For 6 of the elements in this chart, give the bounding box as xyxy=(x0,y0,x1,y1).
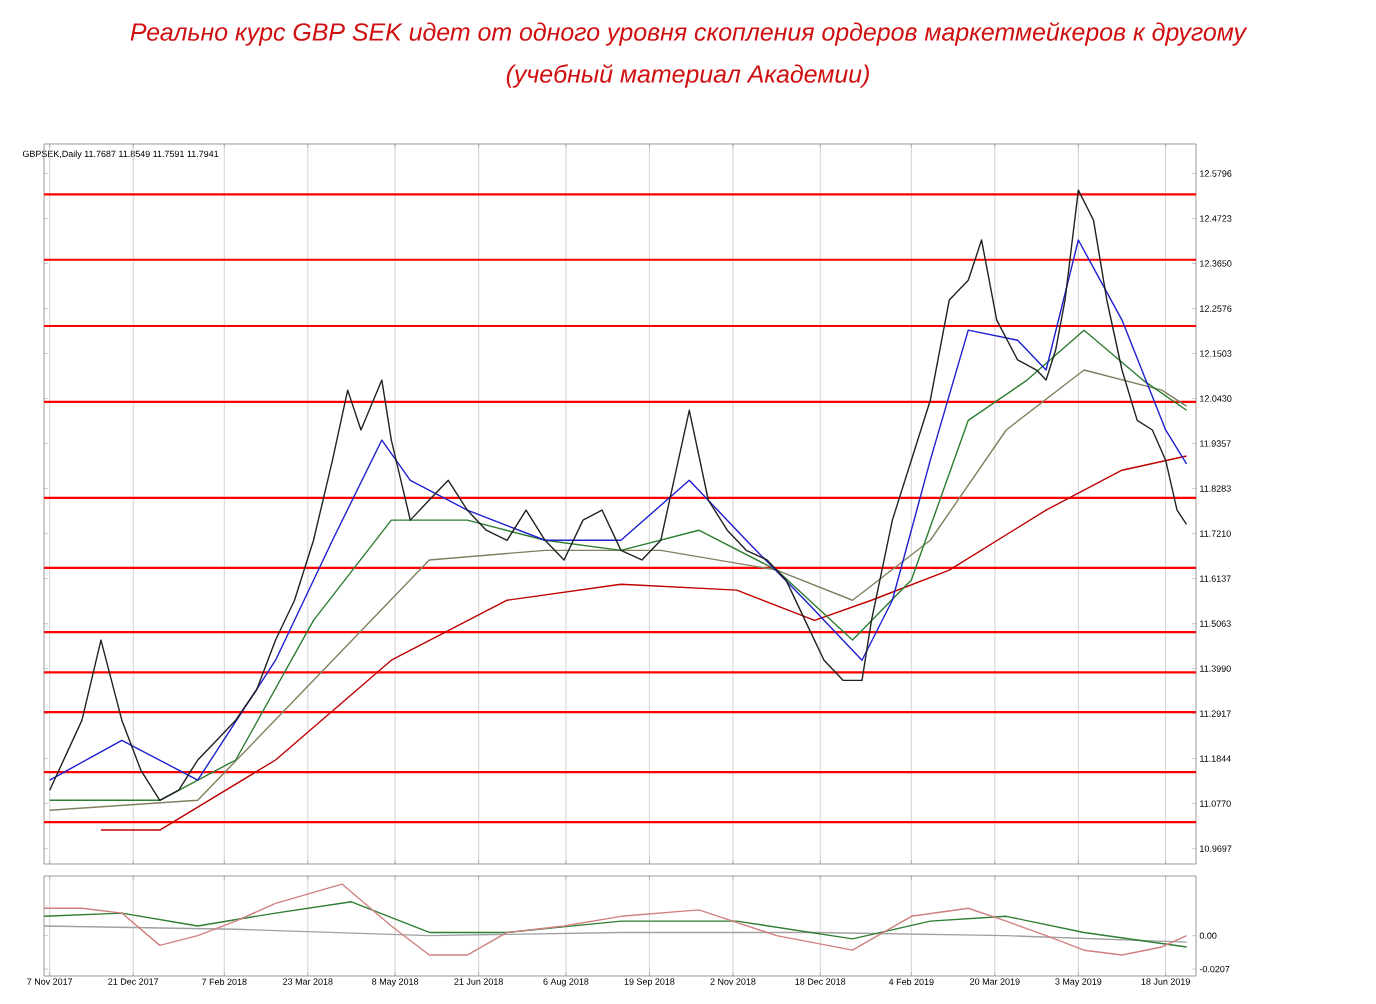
line-series xyxy=(44,925,1188,943)
line-series xyxy=(44,883,1188,956)
chart-subtitle: (учебный материал Академии) xyxy=(506,64,869,88)
line-series xyxy=(44,901,1188,948)
chart-title: Реально курс GBP SEK идет от одного уровня скопления ордеров маркетмейкеров к другому xyxy=(130,22,1248,46)
line-series xyxy=(100,455,1188,831)
